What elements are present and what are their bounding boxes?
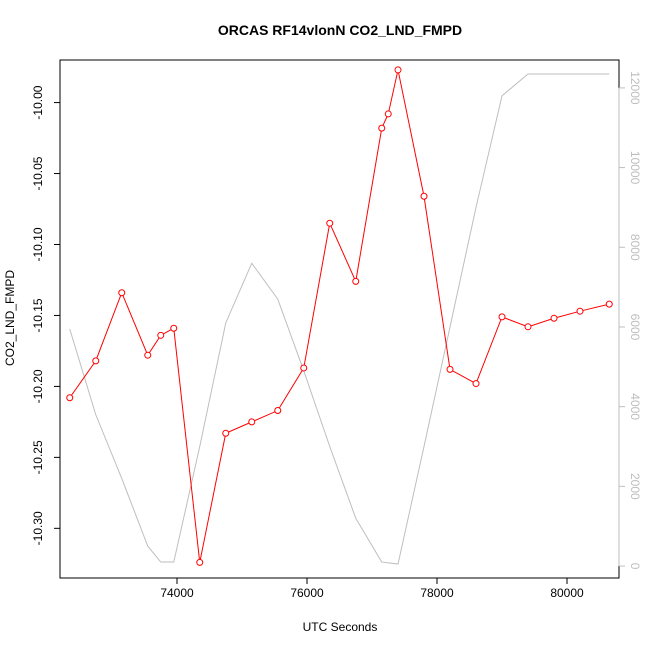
data-point [144,351,152,359]
data-point [472,380,480,388]
data-point [66,394,74,402]
data-point [92,357,100,365]
y-tick-label: -10.05 [31,156,45,190]
plot-frame [59,59,620,579]
y-tick-label: -10.15 [31,298,45,332]
x-tick-label: 78000 [420,586,454,600]
data-point [326,219,334,227]
data-point [498,313,506,321]
data-point [157,331,165,339]
y2-tick-label: 4000 [628,393,642,420]
data-point [394,66,402,74]
data-point [118,289,126,297]
data-point [446,365,454,373]
data-point [550,314,558,322]
data-point [274,407,282,415]
data-point [420,192,428,200]
data-point [352,277,360,285]
data-point [524,323,532,331]
data-point [605,300,613,308]
right-axis-series-line [69,73,610,565]
series-layer [66,66,613,566]
data-point [222,429,230,437]
chart-title: ORCAS RF14vlonN CO2_LND_FMPD [218,22,462,38]
y2-tick-label: 2000 [628,473,642,500]
x-tick-label: 76000 [290,586,324,600]
data-point [378,124,386,132]
y2-tick-label: 12000 [628,71,642,105]
y2-tick-label: 6000 [628,314,642,341]
x-tick-label: 80000 [550,586,584,600]
y-axis-left: -10.00 -10.05 -10.10 -10.15 -10.20 -10.25 -10.… [31,85,61,545]
y-tick-label: -10.10 [31,227,45,261]
y2-tick-label: 8000 [628,234,642,261]
data-point [170,324,178,332]
data-point [300,364,308,372]
data-point [248,418,256,426]
data-point [576,307,584,315]
y2-tick-label: 10000 [628,151,642,185]
y-tick-label: -10.20 [31,369,45,403]
y-axis-label: CO2_LND_FMPD [3,270,17,366]
y-tick-label: -10.25 [31,440,45,474]
data-point [384,110,392,118]
y2-tick-label: 0 [628,563,642,570]
y-axis-right: 0 2000 4000 6000 8000 10000 12000 [618,71,642,570]
y-tick-label: -10.30 [31,511,45,545]
y-tick-label: -10.00 [31,85,45,119]
x-tick-label: 74000 [160,586,194,600]
left-axis-series-line [69,69,610,563]
x-axis: 74000 76000 78000 80000 [160,577,584,600]
data-point [196,558,204,566]
x-axis-label: UTC Seconds [303,620,378,634]
